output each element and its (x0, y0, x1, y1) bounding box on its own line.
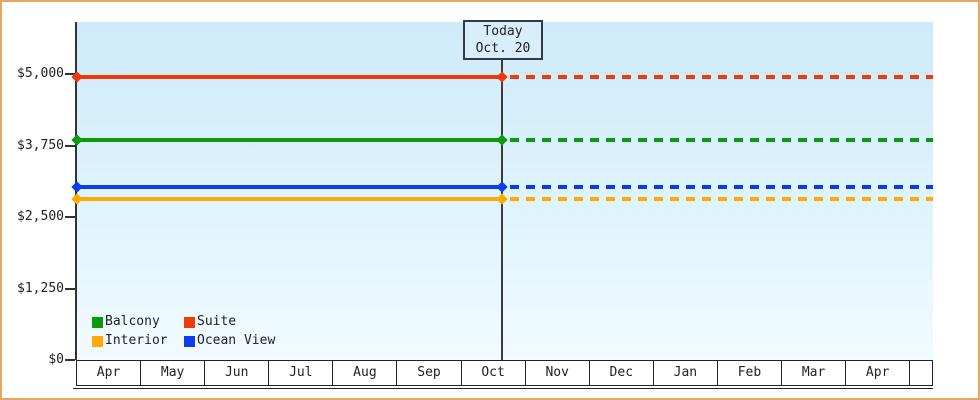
legend-swatch (92, 316, 103, 328)
y-axis-tick (65, 73, 75, 75)
y-axis-label: $2,500 (17, 209, 64, 224)
x-axis-month-cell: Apr (846, 361, 911, 385)
series-line-suite (77, 74, 502, 79)
legend-item-ocean-view: Ocean View (184, 334, 275, 348)
x-axis-month-cell: May (141, 361, 206, 385)
y-axis-label: $3,750 (17, 137, 64, 153)
x-axis-month-cell: Apr (77, 361, 142, 385)
legend-item-balcony: Balcony (92, 315, 184, 329)
today-date: Oct. 20 (475, 41, 531, 56)
x-axis: Apr May Jun Jul Aug Sep Oct Nov Dec Jan Feb Mar Apr (76, 360, 933, 386)
y-axis-label: $5,000 (17, 66, 64, 81)
x-axis-month-cell: Aug (333, 361, 398, 385)
today-label-box: Today Oct. 20 (463, 20, 543, 60)
series-projection-ocean-view (510, 184, 933, 189)
legend-item-interior: Interior (92, 334, 184, 348)
x-axis-month-cell: Sep (397, 361, 462, 385)
series-projection-interior (510, 196, 933, 201)
legend-swatch (184, 316, 195, 328)
series-line-balcony (77, 138, 502, 143)
y-axis-tick (65, 216, 75, 218)
legend-swatch (92, 335, 103, 347)
legend: Balcony Suite Interior Ocean View (92, 315, 275, 348)
series-projection-suite (510, 74, 933, 79)
y-axis-tick (65, 287, 75, 290)
y-axis-tick (65, 359, 75, 361)
y-axis-label: $0 (48, 352, 64, 367)
today-label: Today (483, 24, 523, 39)
x-axis-month-cell: Dec (589, 361, 654, 385)
y-axis-label: $1,250 (17, 280, 64, 296)
x-axis-month-cell: Jun (205, 361, 270, 385)
legend-label: Balcony (105, 314, 160, 329)
series-projection-balcony (510, 138, 933, 143)
legend-label: Interior (105, 333, 168, 348)
legend-item-suite: Suite (184, 315, 275, 329)
y-axis-tick (65, 144, 75, 147)
x-axis-month-cell: Nov (525, 361, 590, 385)
legend-label: Suite (197, 314, 237, 329)
plot-area (77, 22, 933, 360)
series-line-interior (77, 196, 502, 201)
x-axis-month-cell: Mar (782, 361, 847, 385)
today-line (501, 59, 503, 360)
x-axis-bottom-rule (73, 388, 933, 389)
x-axis-filler-cell (910, 361, 932, 385)
x-axis-month-cell: Oct (461, 361, 526, 385)
x-axis-month-cell: Feb (717, 361, 783, 385)
x-axis-month-cell: Jan (653, 361, 718, 385)
x-axis-month-cell: Jul (269, 361, 334, 385)
legend-label: Ocean View (197, 333, 276, 348)
series-line-ocean-view (77, 184, 502, 189)
legend-swatch (184, 335, 195, 347)
